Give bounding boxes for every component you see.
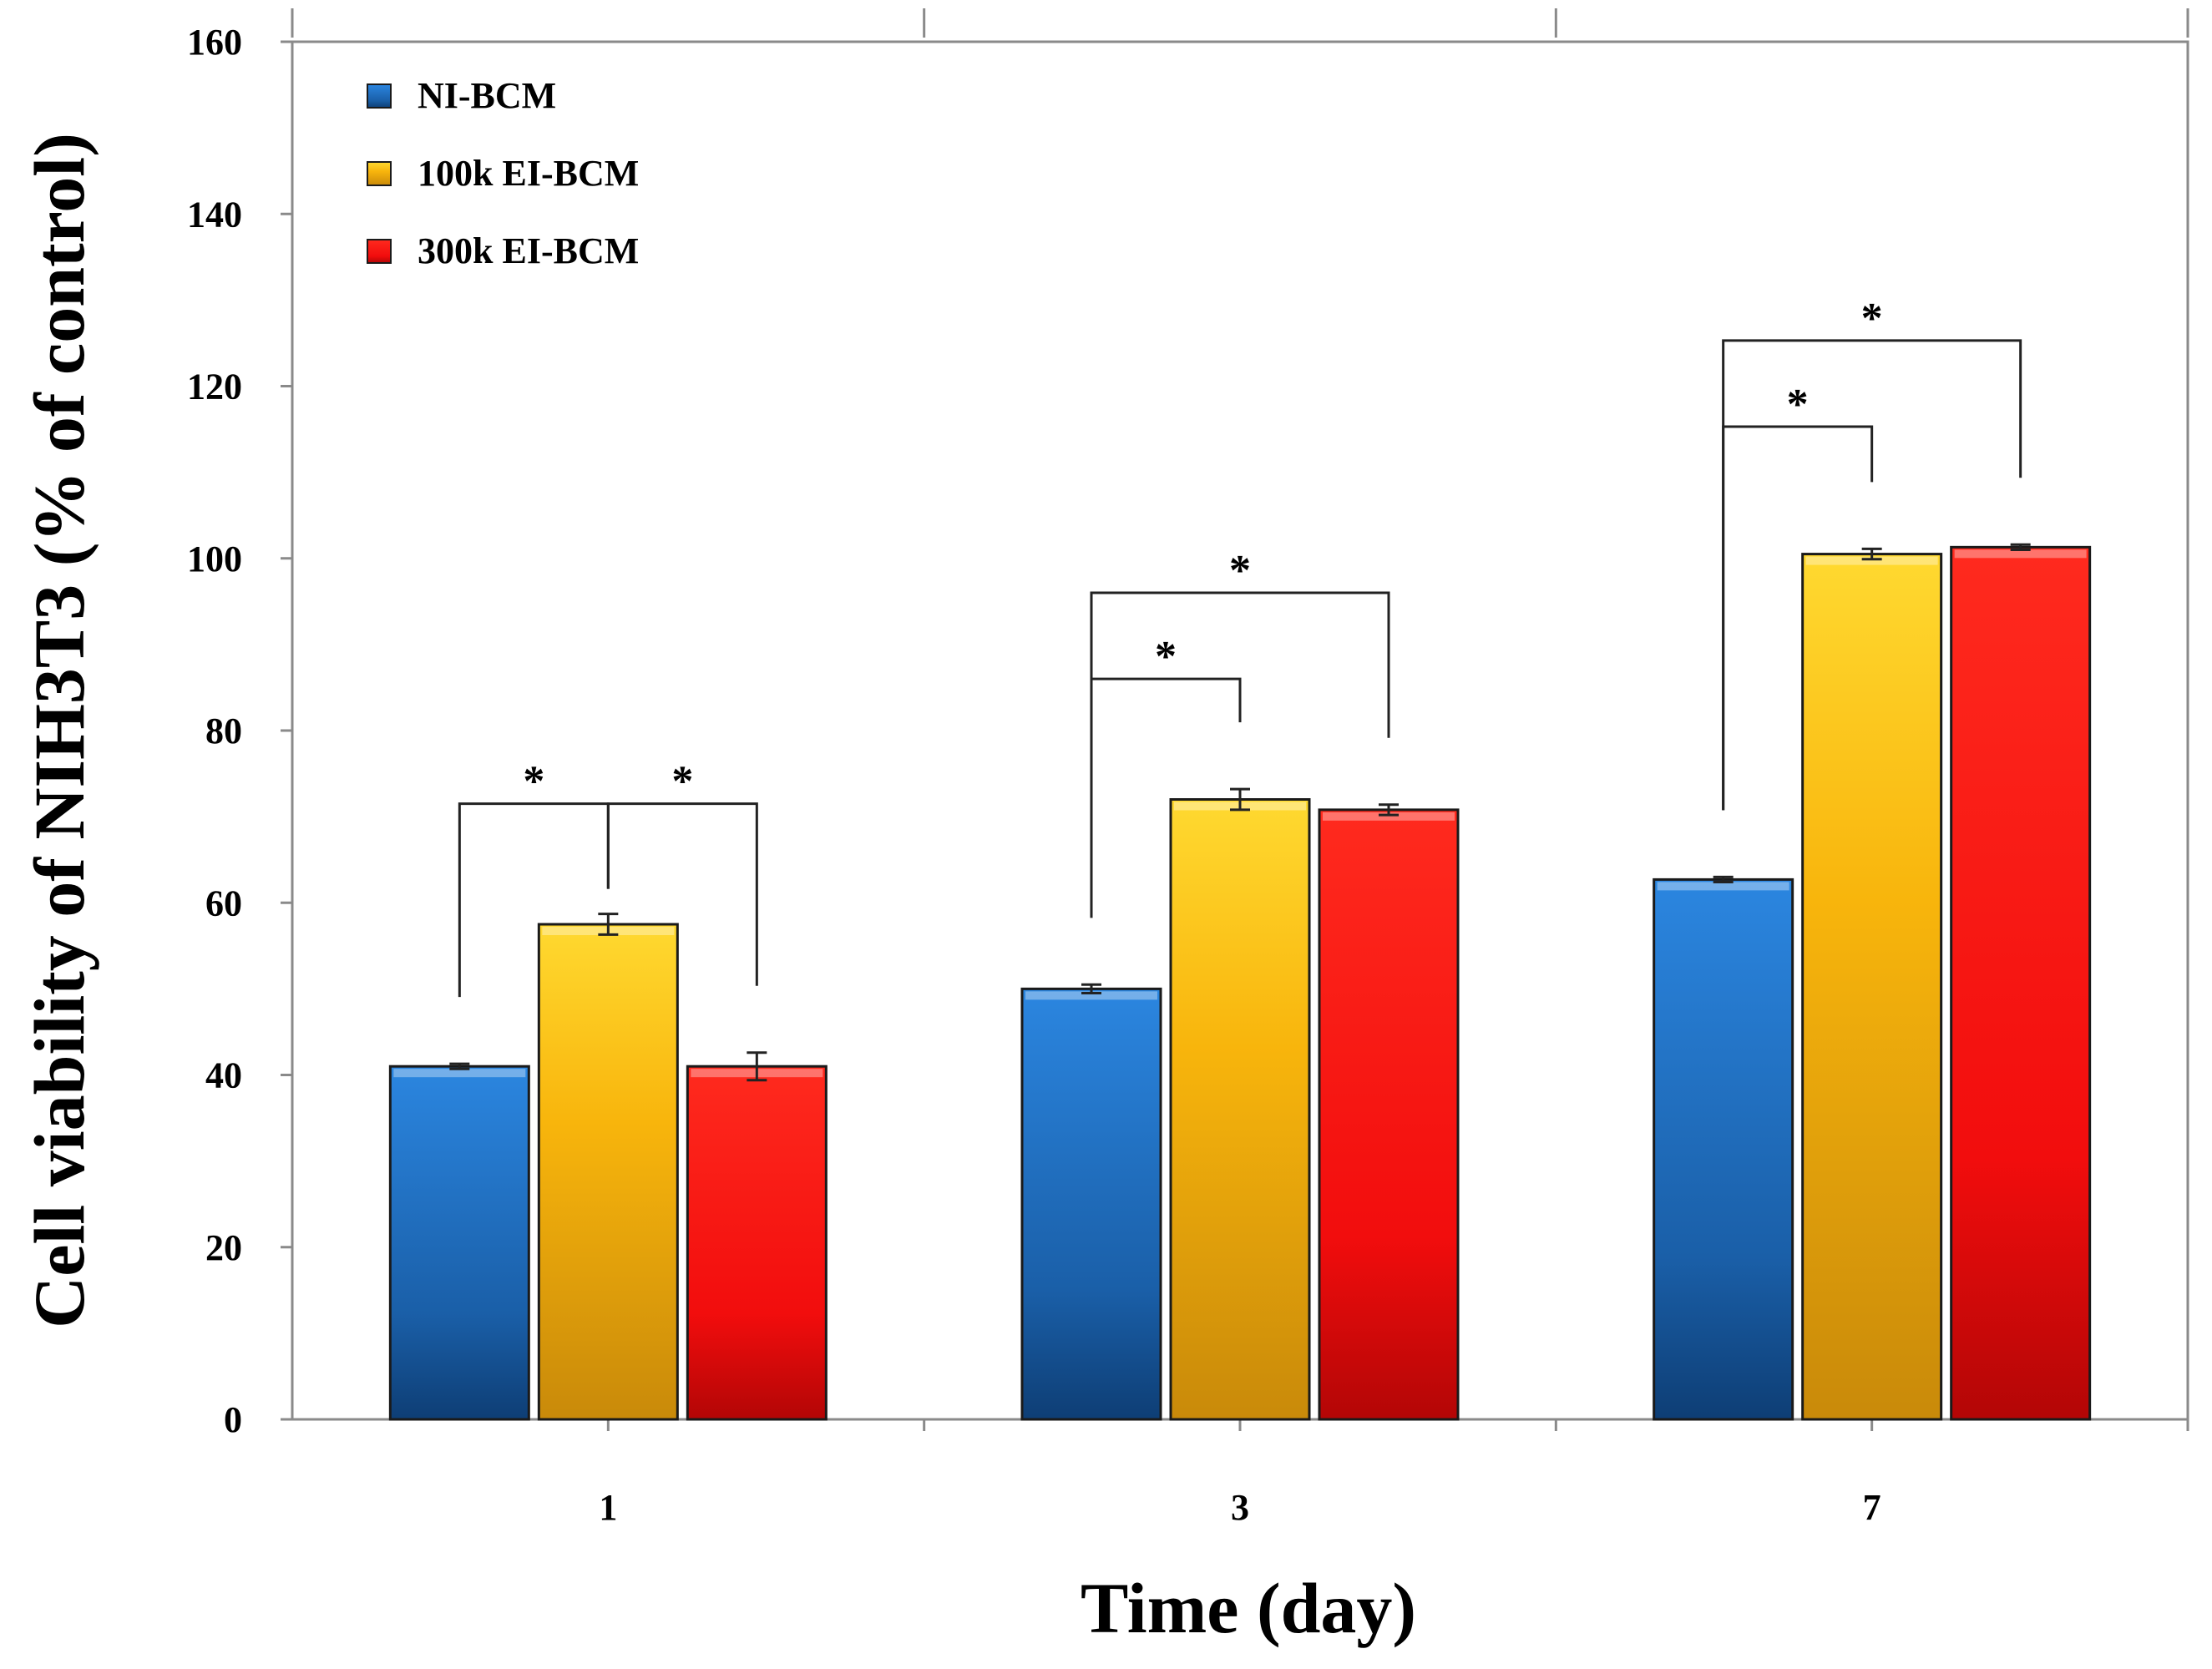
bar-300k-ei-bcm (686, 1065, 828, 1421)
bar-highlight (1025, 991, 1157, 1000)
bar-ni-bcm (388, 1065, 530, 1421)
significance-star: * (523, 758, 544, 806)
bar-ni-bcm (1653, 877, 1794, 1421)
y-tick-label: 0 (224, 1399, 242, 1440)
bar-highlight (1657, 882, 1789, 891)
y-tick-label: 40 (205, 1055, 242, 1096)
legend-swatch (367, 161, 392, 186)
legend-swatch (367, 239, 392, 264)
y-tick-label: 20 (205, 1227, 242, 1268)
x-tick-label: 1 (599, 1487, 617, 1528)
y-tick-label: 160 (187, 22, 242, 63)
bar-100k-ei-bcm (1801, 553, 1943, 1421)
y-tick-label: 120 (187, 367, 242, 407)
y-tick-label: 100 (187, 539, 242, 579)
significance-star: * (1229, 547, 1251, 594)
bar-100k-ei-bcm (537, 923, 679, 1421)
bar-ni-bcm (1020, 987, 1162, 1421)
error-bars (449, 543, 2031, 1082)
x-tick-label: 7 (1863, 1487, 1881, 1528)
y-axis-title: Cell viability of NIH3T3 (% of control) (19, 133, 99, 1328)
bar-highlight (1805, 556, 1938, 565)
significance-star: * (1861, 295, 1883, 342)
bar-100k-ei-bcm (1169, 798, 1311, 1421)
legend: NI-BCM 100k EI-BCM 300k EI-BCM (367, 75, 639, 271)
significance-star: * (671, 758, 693, 806)
x-axis: 1 3 7 (291, 8, 2189, 1528)
bar-series (388, 545, 2092, 1421)
significance-star: * (1155, 633, 1177, 680)
legend-label: NI-BCM (418, 75, 556, 116)
legend-swatch (367, 83, 392, 109)
bar-300k-ei-bcm (1950, 545, 2092, 1421)
significance-bracket (1722, 339, 2022, 811)
bar-highlight (1323, 812, 1455, 821)
y-tick-label: 80 (205, 711, 242, 751)
bar-300k-ei-bcm (1318, 808, 1460, 1421)
significance-bracket (1090, 591, 1390, 918)
y-tick-label: 60 (205, 883, 242, 923)
bar-highlight (1954, 549, 2087, 559)
legend-label: 300k EI-BCM (418, 230, 639, 271)
significance-bracket (606, 802, 758, 986)
significance-brackets: * * * * * * (458, 295, 2022, 998)
y-tick-label: 140 (187, 194, 242, 235)
y-axis: 0 20 40 60 80 100 120 140 160 (187, 22, 292, 1440)
bar-highlight (393, 1069, 526, 1078)
x-tick-label: 3 (1231, 1487, 1249, 1528)
x-axis-title: Time (day) (1081, 1568, 1416, 1648)
significance-star: * (1787, 381, 1809, 428)
legend-label: 100k EI-BCM (418, 153, 639, 194)
